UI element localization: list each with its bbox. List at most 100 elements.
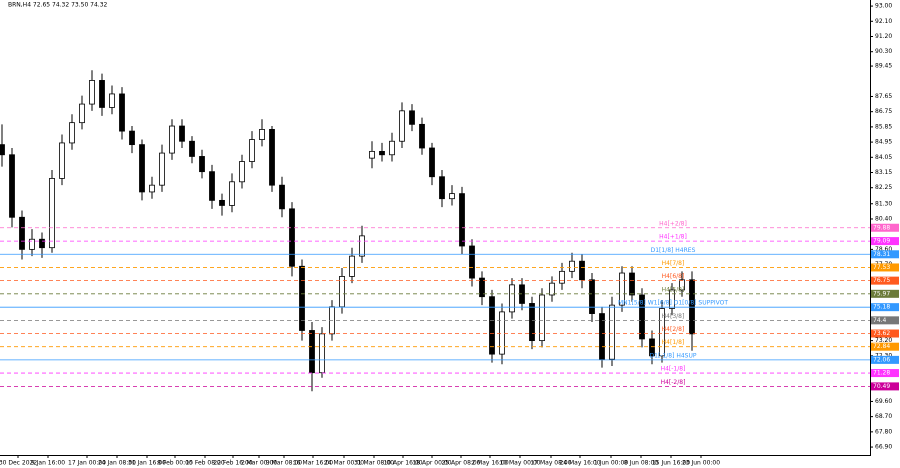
candle-body <box>469 245 475 279</box>
level-tag-label: 72.06 <box>873 356 890 363</box>
level-label: H4[3/8] <box>662 313 685 320</box>
level-tag-label: 79.09 <box>873 238 890 245</box>
candle-body <box>109 93 115 108</box>
x-tick-label: 16 Mar 16:00 <box>293 460 333 467</box>
level-tag-label: 79.88 <box>873 224 890 231</box>
candle-body <box>659 308 665 357</box>
candle-body <box>309 330 315 374</box>
candle-body <box>429 147 435 178</box>
candle-body <box>269 129 275 186</box>
candle-body <box>289 208 295 267</box>
candle-body <box>679 279 685 291</box>
chart-title: BRN,H4 72.65 74.32 73.50 74.32 <box>8 2 108 9</box>
x-tick-label: 15 Feb 08:00 <box>185 460 225 467</box>
x-tick-label: 31 Mar 08:00 <box>354 460 394 467</box>
x-tick-label: 2 Mar 00:00 <box>241 460 277 467</box>
candle-body <box>219 199 225 206</box>
level-tag <box>871 303 899 312</box>
level-tag <box>871 237 899 246</box>
candle-body <box>449 193 455 200</box>
x-tick-label: 15 Jun 16:00 <box>652 460 690 467</box>
candle-body <box>479 277 485 298</box>
y-tick-label: 93.00 <box>875 3 892 10</box>
candle-body <box>589 279 595 314</box>
candle-body <box>459 193 465 247</box>
candle-body <box>199 156 205 173</box>
level-label: H4[-2/8] <box>661 379 686 386</box>
level-tag <box>871 223 899 232</box>
candle-body <box>69 122 75 144</box>
candle-body <box>599 313 605 360</box>
x-tick-label: 17 May 08:00 <box>530 460 571 467</box>
level-tag-label: 76.75 <box>873 277 890 284</box>
level-tag <box>871 369 899 378</box>
level-tag <box>871 342 899 351</box>
level-tag <box>871 263 899 272</box>
x-tick-label: 23 Jun 00:00 <box>682 460 720 467</box>
candle-body <box>549 282 555 296</box>
candle-body <box>139 144 145 193</box>
x-tick-label: 1 Jun 00:00 <box>594 460 628 467</box>
y-tick-label: 87.65 <box>875 93 892 100</box>
candle-body <box>249 139 255 162</box>
x-tick-label: 10 Apr 16:00 <box>383 460 422 467</box>
x-tick-label: 30 Dec 2022 <box>0 460 37 467</box>
candle-body <box>379 150 385 156</box>
x-tick-label: 25 Apr 08:00 <box>441 460 480 467</box>
level-tag <box>871 276 899 285</box>
y-tick-label: 69.60 <box>875 398 892 405</box>
y-tick-label: 72.30 <box>875 352 892 359</box>
candle-body <box>639 294 645 340</box>
level-tag-label: 71.28 <box>873 370 890 377</box>
level-tag-label: 77.53 <box>873 264 890 271</box>
y-tick-label: 68.70 <box>875 413 892 420</box>
candle-body <box>569 260 575 272</box>
candle-body <box>439 176 445 200</box>
level-label: H4[+1/8] <box>659 234 687 241</box>
level-label: H4[6/8] <box>662 273 685 280</box>
candle-body <box>79 103 85 124</box>
y-tick-label: 67.80 <box>875 428 892 435</box>
candle-body <box>169 125 175 154</box>
candle-body <box>9 154 15 218</box>
candle-body <box>0 144 5 156</box>
level-label: H4[+2/8] <box>659 220 687 227</box>
candle-body <box>179 125 185 142</box>
level-tag <box>871 316 899 325</box>
candle-body <box>259 129 265 140</box>
level-tag-label: 78.31 <box>873 251 890 258</box>
candle-body <box>129 130 135 146</box>
x-tick-label: 31 Jan 16:00 <box>128 460 166 467</box>
y-tick-label: 82.25 <box>875 184 892 191</box>
candle-body <box>369 150 375 159</box>
level-tag <box>871 289 899 298</box>
candle-body <box>299 265 305 331</box>
y-tick-label: 83.15 <box>875 169 892 176</box>
x-tick-label: 10 May 00:00 <box>499 460 540 467</box>
candle-body <box>59 142 65 179</box>
candle-body <box>649 338 655 357</box>
level-tag <box>871 329 899 338</box>
level-tag-label: 72.84 <box>873 343 890 350</box>
level-label: H4[7/8] <box>662 260 685 267</box>
candle-body <box>389 140 395 156</box>
candle-body <box>159 152 165 186</box>
candle-body <box>209 171 215 201</box>
y-tick-label: 81.30 <box>875 200 892 207</box>
candle-body <box>49 178 55 249</box>
candle-body <box>529 303 535 342</box>
candle-body <box>29 238 35 250</box>
candle-body <box>419 123 425 149</box>
candle-body <box>609 304 615 360</box>
x-tick-label: 22 Feb 16:00 <box>213 460 253 467</box>
level-label: H4[1/8] <box>662 339 685 346</box>
level-tag-label: 70.49 <box>873 383 890 390</box>
candle-body <box>229 181 235 206</box>
y-tick-label: 90.30 <box>875 48 892 55</box>
y-tick-label: 66.90 <box>875 444 892 451</box>
y-tick-label: 73.20 <box>875 337 892 344</box>
y-tick-label: 85.85 <box>875 123 892 130</box>
level-tag <box>871 250 899 259</box>
